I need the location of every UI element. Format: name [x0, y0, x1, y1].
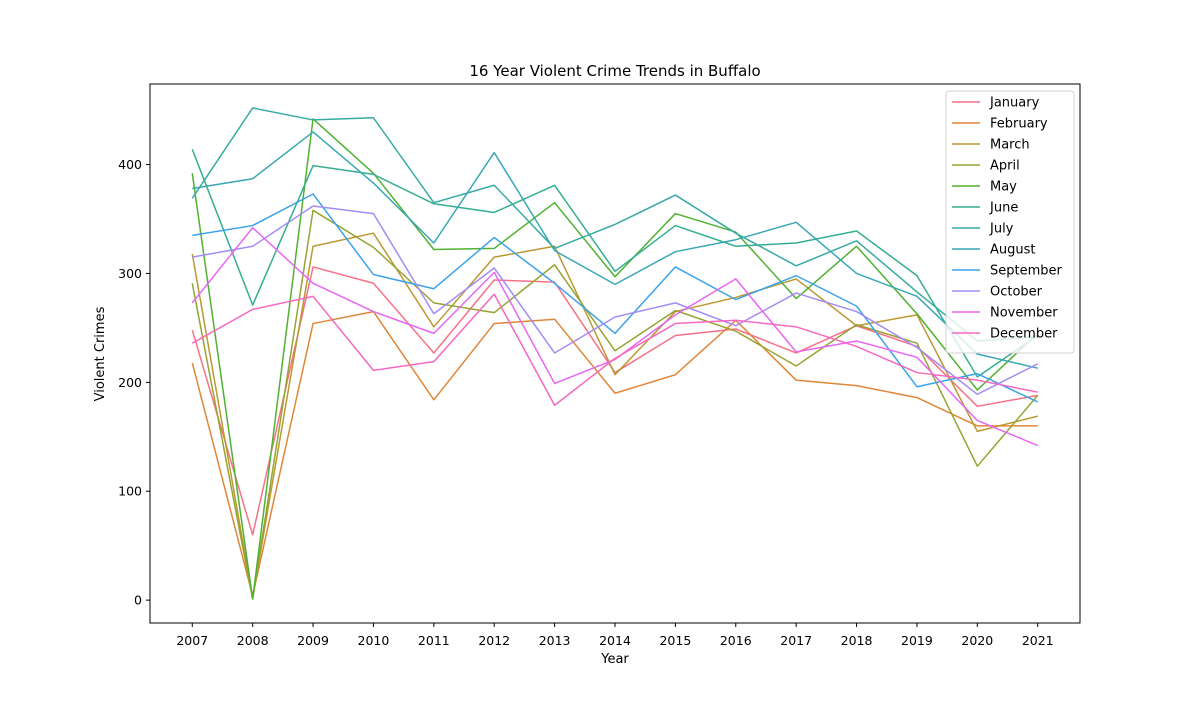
y-axis-label: Violent Crimes: [93, 306, 108, 401]
legend-label-january: January: [989, 96, 1040, 111]
x-tick-label: 2021: [1022, 633, 1054, 648]
legend-box: [945, 90, 1075, 354]
legend-label-november: November: [990, 306, 1058, 321]
series-line-january: [191, 266, 1038, 536]
series-layer: [191, 107, 1039, 600]
legend-label-march: March: [990, 138, 1030, 153]
series-line-august: [192, 131, 1038, 369]
series-line-november: [191, 226, 1039, 447]
x-tick-label: 2014: [599, 633, 631, 648]
y-tick-label: 0: [134, 593, 142, 608]
x-tick-label: 2017: [780, 633, 812, 648]
y-tick-label: 400: [118, 157, 142, 172]
series-line-february: [191, 310, 1038, 597]
plot-area: [150, 84, 1080, 623]
legend-label-october: October: [990, 285, 1043, 300]
legend-label-june: June: [989, 201, 1018, 216]
series-line-december: [191, 293, 1038, 406]
legend: January February March April May June July Augu…: [945, 90, 1075, 354]
series-line-june: [191, 149, 1039, 378]
x-tick-label: 2009: [297, 633, 329, 648]
x-tick-label: 2007: [176, 633, 208, 648]
series-line-october: [192, 205, 1039, 396]
legend-label-april: April: [990, 159, 1020, 174]
series-line-september: [192, 193, 1039, 403]
x-tick-label: 2015: [659, 633, 691, 648]
x-tick-label: 2019: [901, 633, 933, 648]
x-axis: 2007 2008 2009 2010 2011 2012 2013 2014 2015 2016…: [176, 623, 1054, 648]
y-tick-label: 200: [118, 375, 142, 390]
x-tick-label: 2010: [358, 633, 390, 648]
legend-label-august: August: [990, 243, 1036, 258]
x-tick-label: 2018: [841, 633, 873, 648]
legend-label-february: February: [990, 117, 1048, 132]
legend-label-may: May: [990, 180, 1017, 195]
legend-label-september: September: [990, 264, 1063, 279]
legend-label-july: July: [989, 222, 1014, 237]
chart-title: 16 Year Violent Crime Trends in Buffalo: [469, 62, 760, 80]
x-tick-label: 2013: [539, 633, 571, 648]
series-line-july: [191, 107, 1038, 342]
series-line-may: [191, 118, 1039, 600]
series-line-april: [191, 209, 1039, 600]
x-tick-label: 2008: [237, 633, 269, 648]
legend-label-december: December: [990, 327, 1058, 342]
y-tick-label: 300: [118, 266, 142, 281]
x-tick-label: 2012: [478, 633, 510, 648]
y-tick-label: 100: [118, 484, 142, 499]
series-line-march: [191, 232, 1038, 599]
x-tick-label: 2020: [961, 633, 993, 648]
x-tick-label: 2011: [418, 633, 450, 648]
y-axis: 0 100 200 300 400: [118, 157, 150, 608]
x-axis-label: Year: [600, 652, 629, 667]
x-tick-label: 2016: [720, 633, 752, 648]
